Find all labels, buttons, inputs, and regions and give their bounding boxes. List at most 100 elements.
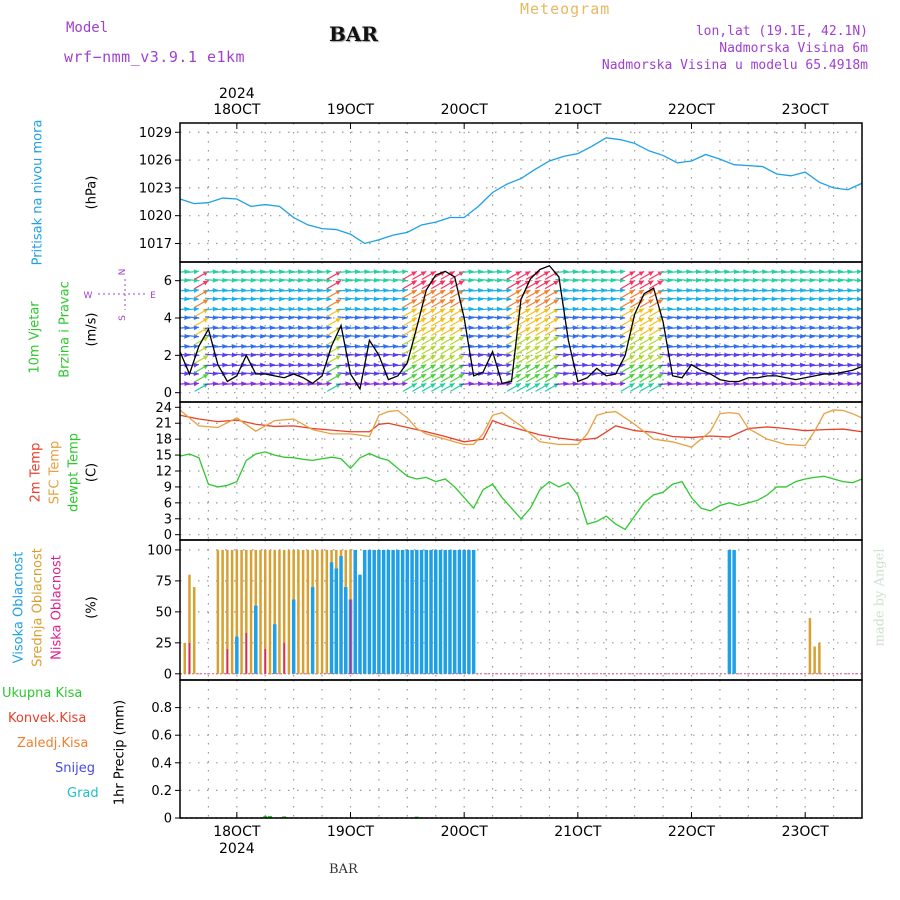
wind-arrow-head bbox=[250, 381, 256, 387]
cloud-bar bbox=[808, 618, 812, 674]
wind-arrow-head bbox=[648, 299, 654, 304]
wind-arrow-head bbox=[714, 269, 720, 275]
wind-arrow-head bbox=[202, 318, 209, 323]
wind-arrow-head bbox=[591, 343, 597, 349]
cloud-bar bbox=[372, 549, 376, 674]
wind-arrow-head bbox=[762, 277, 768, 283]
wind-arrow-head bbox=[487, 325, 493, 331]
wind-arrow-head bbox=[790, 343, 796, 349]
wind-arrow-head bbox=[383, 306, 389, 312]
wind-arrow-head bbox=[856, 287, 862, 293]
wind-arrow-head bbox=[468, 333, 474, 339]
wind-arrow-head bbox=[354, 325, 360, 331]
wind-arrow-head bbox=[762, 381, 768, 387]
cloud-bar bbox=[325, 549, 329, 674]
wind-arrow-head bbox=[449, 271, 455, 276]
wind-arrow-head bbox=[686, 362, 692, 368]
wind-arrow-head bbox=[724, 315, 730, 321]
wind-arrow-head bbox=[837, 277, 844, 283]
wind-arrow-head bbox=[458, 318, 465, 323]
wind-arrow-head bbox=[468, 269, 474, 275]
wind-arrow-head bbox=[222, 343, 228, 349]
wind-arrow-head bbox=[364, 296, 370, 302]
cloud-bar bbox=[245, 549, 248, 674]
wind-arrow-head bbox=[743, 362, 749, 368]
wind-arrow-head bbox=[847, 352, 853, 358]
wind-arrow-head bbox=[762, 343, 768, 349]
compass-s-label: S bbox=[118, 315, 128, 321]
wind-arrow-head bbox=[799, 362, 806, 368]
y-tick-label: 12 bbox=[155, 465, 172, 480]
wind-arrow-head bbox=[202, 299, 209, 304]
wind-arrow-head bbox=[222, 362, 228, 368]
wind-arrow-head bbox=[752, 277, 758, 283]
wind-arrow-head bbox=[364, 362, 370, 368]
wind-arrow-head bbox=[402, 343, 408, 349]
wind-arrow-head bbox=[572, 325, 578, 331]
wind-arrow-head bbox=[856, 296, 862, 302]
wind-arrow-head bbox=[809, 306, 815, 312]
wind-arrow-head bbox=[288, 325, 294, 331]
wind-arrow-head bbox=[847, 315, 853, 321]
wind-arrow-head bbox=[449, 355, 455, 360]
wind-arrow-head bbox=[506, 306, 512, 312]
cloud-bar bbox=[240, 549, 243, 674]
wind-arrow-head bbox=[809, 325, 815, 331]
wind-arrow-head bbox=[837, 287, 844, 293]
y-tick-label: 1017 bbox=[139, 237, 172, 252]
cloud-bar bbox=[245, 632, 248, 674]
wind-arrow-head bbox=[534, 336, 540, 342]
wind-arrow-head bbox=[543, 290, 550, 295]
wind-arrow-head bbox=[184, 333, 190, 339]
wind-panel-frame bbox=[179, 261, 863, 403]
cloud-bar bbox=[358, 574, 362, 674]
wind-arrow-head bbox=[847, 362, 853, 368]
wind-arrow-head bbox=[326, 269, 332, 275]
wind-arrow-head bbox=[724, 362, 730, 368]
wind-arrow-head bbox=[326, 343, 332, 349]
y-tick-label: 9 bbox=[164, 480, 172, 495]
wind-arrow-head bbox=[762, 269, 768, 275]
wind-arrow-head bbox=[354, 269, 360, 275]
wind-arrow-head bbox=[231, 269, 237, 275]
wind-arrow-head bbox=[686, 306, 692, 312]
wind-arrow-head bbox=[326, 306, 332, 312]
wind-arrow-head bbox=[733, 287, 739, 293]
wind-arrow-head bbox=[762, 287, 768, 293]
wind-arrow-head bbox=[553, 374, 559, 379]
wind-arrow-head bbox=[231, 306, 237, 312]
wind-arrow-head bbox=[288, 333, 294, 339]
pressure-line bbox=[179, 137, 863, 245]
x-tick-label-bottom: 19OCT bbox=[327, 824, 375, 840]
wind-arrow-head bbox=[667, 315, 673, 321]
wind-arrow-head bbox=[449, 336, 455, 342]
wind-arrow-head bbox=[733, 325, 739, 331]
wind-arrow-head bbox=[458, 374, 465, 379]
y-tick-label: 2 bbox=[164, 349, 172, 364]
wind-arrow-head bbox=[260, 296, 266, 302]
wind-arrow-head bbox=[335, 280, 342, 286]
cloud-bar bbox=[353, 549, 357, 674]
x-tick-label-bottom: 20OCT bbox=[441, 824, 489, 840]
wind-arrow-head bbox=[591, 287, 597, 293]
wind-arrow-head bbox=[667, 371, 673, 377]
wind-arrow-head bbox=[278, 362, 285, 368]
cloud-bar bbox=[291, 599, 296, 674]
wind-arrow-head bbox=[743, 306, 749, 312]
wind-arrow-head bbox=[856, 306, 862, 312]
wind-arrow-head bbox=[449, 308, 455, 314]
y-tick-label: 4 bbox=[164, 312, 172, 327]
wind-arrow-head bbox=[458, 355, 465, 360]
cloud-bar bbox=[339, 556, 343, 674]
wind-arrow-head bbox=[316, 296, 323, 302]
wind-arrow-head bbox=[487, 371, 493, 377]
wind-arrow-head bbox=[449, 299, 455, 304]
wind-arrow-head bbox=[222, 352, 228, 358]
wind-arrow-head bbox=[790, 325, 796, 331]
wind-arrow-head bbox=[278, 343, 285, 349]
wind-arrow-head bbox=[184, 343, 190, 349]
wind-arrow-head bbox=[733, 381, 739, 387]
wind-arrow-head bbox=[212, 296, 218, 302]
wind-arrow-head bbox=[686, 352, 692, 358]
wind-arrow-head bbox=[818, 315, 825, 321]
